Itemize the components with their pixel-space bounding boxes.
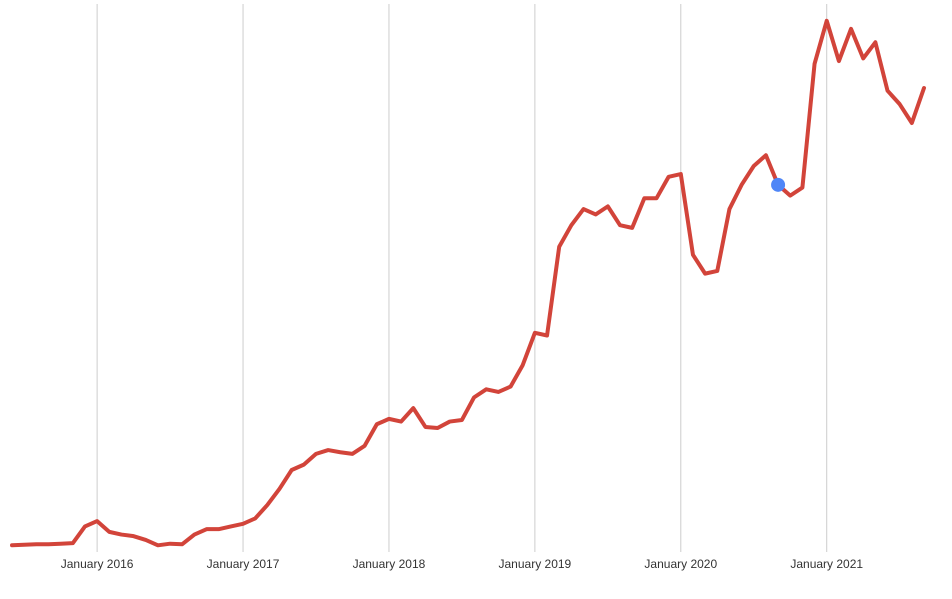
vertical-gridlines bbox=[96, 4, 828, 552]
x-tick-label-2016: January 2016 bbox=[61, 557, 134, 571]
x-tick-label-2020: January 2020 bbox=[644, 557, 717, 571]
x-tick-label-2019: January 2019 bbox=[499, 557, 572, 571]
series-line-0 bbox=[10, 18, 926, 548]
x-tick-label-2021: January 2021 bbox=[790, 557, 863, 571]
x-tick-label-2018: January 2018 bbox=[353, 557, 426, 571]
highlight-layer bbox=[771, 177, 786, 192]
x-axis-tick-labels: January 2016 January 2017 January 2018 Janu… bbox=[61, 557, 864, 571]
highlighted-data-point[interactable] bbox=[771, 177, 786, 192]
x-tick-label-2017: January 2017 bbox=[207, 557, 280, 571]
series-layer bbox=[10, 18, 926, 548]
